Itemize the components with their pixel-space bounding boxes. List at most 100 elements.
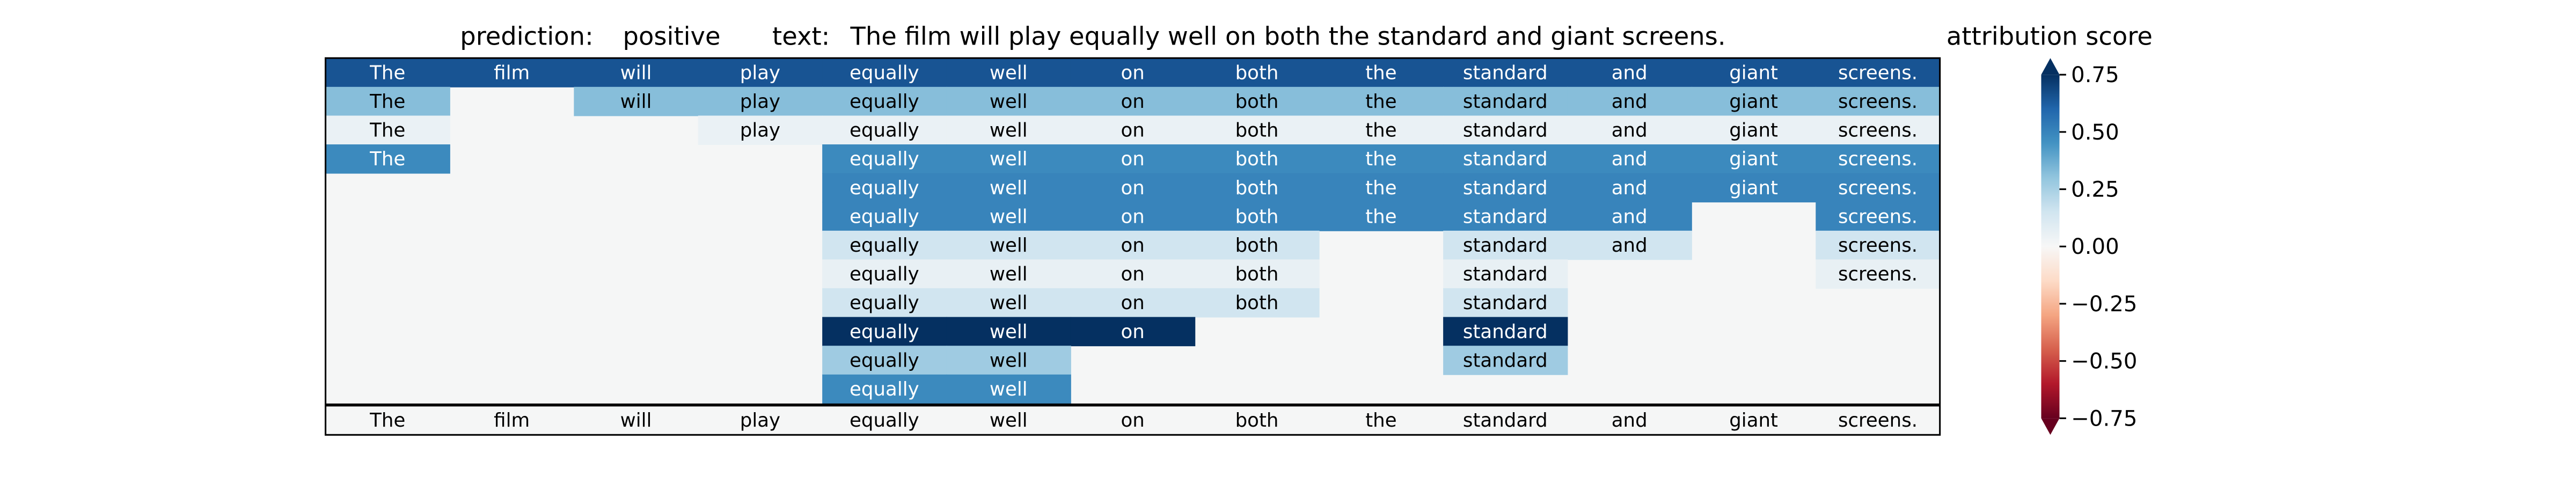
heatmap-cell-label: equally (850, 321, 919, 343)
heatmap-cell-label: both (1235, 91, 1279, 113)
heatmap-cell-label: on (1121, 62, 1144, 84)
heatmap-cell-label: and (1612, 235, 1648, 257)
heatmap-cell (1443, 288, 1568, 318)
heatmap-cell (1567, 58, 1692, 87)
heatmap-cell-label: equally (850, 177, 919, 199)
heatmap-cell (1195, 230, 1320, 260)
heatmap-cell (1070, 230, 1196, 260)
heatmap-cell (1443, 144, 1568, 174)
heatmap-cell-label: giant (1729, 148, 1778, 170)
heatmap-cell (822, 58, 947, 87)
heatmap-cell-label: on (1121, 206, 1144, 228)
heatmap-cell (822, 346, 947, 375)
heatmap-cell-label: standard (1463, 349, 1548, 371)
heatmap-cell-label: the (1365, 206, 1396, 228)
heatmap-cell (1319, 144, 1444, 174)
colorbar-tick-label: 0.75 (2071, 63, 2119, 87)
heatmap-cell (1070, 58, 1196, 87)
heatmap-cell-label: play (740, 120, 780, 142)
heatmap-cell (822, 144, 947, 174)
heatmap-cell-label: both (1235, 206, 1279, 228)
heatmap-cell (1443, 259, 1568, 289)
heatmap-cell-label: standard (1463, 148, 1548, 170)
heatmap-cell (946, 144, 1071, 174)
heatmap-cell-label: on (1121, 235, 1144, 257)
heatmap-cell (822, 259, 947, 289)
heatmap-cell-label: equally (850, 292, 919, 314)
colorbar-gradient (2041, 75, 2060, 419)
heatmap-cell (946, 86, 1071, 116)
heatmap-cell-label: will (620, 91, 652, 113)
heatmap-cell-label: and (1612, 62, 1648, 84)
footer-token: both (1235, 409, 1279, 431)
heatmap-cell (1070, 86, 1196, 116)
colorbar-tick-label: 0.25 (2071, 178, 2119, 202)
heatmap-cell-label: film (494, 62, 530, 84)
heatmap-cell (1195, 115, 1320, 145)
text-label: text: (772, 22, 830, 51)
heatmap-cell (1070, 144, 1196, 174)
heatmap-cell-label: and (1612, 148, 1648, 170)
heatmap-cell-label: and (1612, 91, 1648, 113)
heatmap-cell (325, 115, 450, 145)
footer-token: screens. (1838, 409, 1918, 431)
heatmap-cell (1319, 173, 1444, 203)
heatmap-cell (1567, 144, 1692, 174)
heatmap-cell-label: the (1365, 120, 1396, 142)
heatmap-cell-label: standard (1463, 264, 1548, 286)
heatmap-cell (822, 230, 947, 260)
heatmap-cell-label: well (990, 349, 1028, 371)
heatmap-cell (574, 58, 699, 87)
footer-token: The (369, 409, 405, 431)
heatmap-cell (1567, 86, 1692, 116)
heatmap-cell-label: on (1121, 177, 1144, 199)
heatmap-cell-label: the (1365, 91, 1396, 113)
heatmap-cell (1691, 58, 1817, 87)
heatmap-cell-label: equally (850, 378, 919, 400)
heatmap-cell (1567, 202, 1692, 231)
heatmap-cell (1443, 58, 1568, 87)
heatmap-cell-label: well (990, 235, 1028, 257)
heatmap-cell (325, 58, 450, 87)
heatmap-cell (1195, 86, 1320, 116)
heatmap-cell-label: The (369, 62, 405, 84)
heatmap-cell (1319, 58, 1444, 87)
heatmap-cell (1691, 86, 1817, 116)
footer-token: standard (1463, 409, 1548, 431)
heatmap-cell-label: well (990, 91, 1028, 113)
heatmap-cell-label: and (1612, 206, 1648, 228)
heatmap-cell-label: equally (850, 206, 919, 228)
heatmap-cell (822, 173, 947, 203)
heatmap-cell-label: well (990, 321, 1028, 343)
heatmap-cell-label: screens. (1838, 264, 1918, 286)
heatmap-cell (946, 58, 1071, 87)
colorbar-tick-label: 0.50 (2071, 120, 2119, 145)
heatmap-cell (1816, 58, 1941, 87)
heatmap-cell-label: standard (1463, 321, 1548, 343)
heatmap-cell (1816, 115, 1941, 145)
heatmap-cell-label: equally (850, 148, 919, 170)
heatmap-cell (1443, 230, 1568, 260)
colorbar: 0.75 0.50 0.25 0.00 −0.25 −0.50 −0.75 (2041, 58, 2137, 435)
footer-token: equally (850, 409, 919, 431)
heatmap-cell (1443, 346, 1568, 375)
heatmap-cell-label: well (990, 62, 1028, 84)
colorbar-title: attribution score (1946, 22, 2153, 51)
heatmap-cell (822, 288, 947, 318)
heatmap-cell (1319, 202, 1444, 231)
heatmap-cell (449, 58, 575, 87)
heatmap-cell-label: play (740, 91, 780, 113)
heatmap-cell (1567, 173, 1692, 203)
heatmap-cell (1443, 317, 1568, 347)
heatmap-cell (325, 86, 450, 116)
heatmap-cell (1195, 288, 1320, 318)
heatmap-cell (1691, 173, 1817, 203)
heatmap-cell-label: and (1612, 120, 1648, 142)
heatmap-cell (1443, 173, 1568, 203)
heatmap-cell-label: the (1365, 148, 1396, 170)
heatmap-cell-label: screens. (1838, 62, 1918, 84)
colorbar-tick-label: −0.75 (2071, 406, 2137, 431)
heatmap-cell-label: standard (1463, 235, 1548, 257)
heatmap-cell-label: both (1235, 120, 1279, 142)
heatmap-cell (698, 86, 823, 116)
